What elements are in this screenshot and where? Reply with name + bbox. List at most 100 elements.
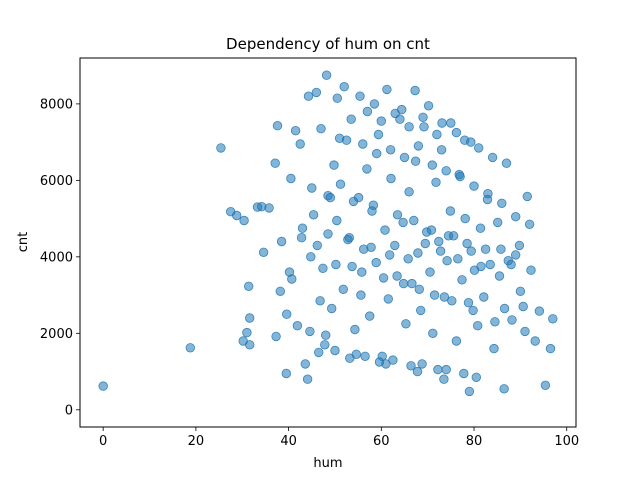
data-point: [511, 211, 521, 222]
data-point: [243, 281, 254, 292]
data-point: [296, 232, 307, 243]
data-point: [290, 125, 301, 136]
data-point: [511, 250, 521, 260]
data-point: [451, 336, 462, 346]
chart-title: Dependency of hum on cnt: [226, 35, 430, 53]
data-point: [471, 372, 482, 383]
data-point: [460, 213, 470, 224]
data-point: [446, 118, 456, 128]
data-point: [242, 327, 252, 338]
data-point: [439, 374, 449, 384]
data-point: [434, 236, 444, 247]
data-point: [295, 139, 305, 149]
data-point: [381, 359, 391, 369]
data-point: [292, 321, 303, 331]
data-point: [311, 87, 322, 98]
data-point: [435, 246, 446, 256]
data-point: [376, 116, 387, 126]
data-point: [459, 368, 469, 379]
data-point: [468, 305, 478, 316]
data-point: [413, 248, 423, 258]
y-axis-title: cnt: [16, 232, 31, 252]
x-tick-label: 20: [188, 434, 205, 449]
data-point: [335, 179, 346, 189]
data-point: [287, 274, 297, 284]
plot-area-frame: [79, 57, 577, 428]
data-point: [347, 261, 357, 272]
data-point: [372, 148, 382, 159]
data-point: [346, 114, 356, 124]
x-tick-label: 0: [99, 434, 107, 449]
data-point: [466, 246, 476, 256]
data-point: [453, 254, 463, 264]
data-point: [545, 343, 556, 354]
data-point: [343, 234, 353, 245]
data-point: [216, 143, 226, 153]
data-point: [418, 112, 428, 123]
data-point: [281, 368, 292, 379]
data-point: [315, 296, 325, 306]
data-point: [497, 198, 507, 209]
data-point: [462, 238, 472, 249]
data-point: [413, 141, 424, 151]
data-point: [540, 380, 551, 391]
data-point: [360, 351, 370, 362]
data-point: [489, 343, 499, 354]
data-point: [520, 326, 530, 337]
data-point: [362, 164, 372, 174]
data-point: [522, 191, 533, 202]
data-point: [185, 343, 196, 353]
data-point: [485, 259, 495, 270]
data-point: [404, 187, 414, 197]
data-point: [514, 240, 525, 251]
data-point: [496, 244, 506, 254]
data-point: [515, 286, 526, 297]
data-point: [325, 192, 336, 203]
data-point: [300, 359, 311, 369]
data-point: [316, 123, 326, 134]
data-point: [275, 286, 286, 297]
data-point: [501, 158, 512, 168]
y-tick-label: 2000: [40, 327, 73, 342]
data-point: [433, 364, 443, 375]
data-point: [426, 225, 437, 235]
data-point: [334, 133, 345, 144]
x-axis-title: hum: [313, 456, 342, 471]
data-point: [305, 326, 315, 337]
data-point: [463, 298, 474, 308]
data-point: [385, 250, 395, 260]
data-point: [356, 290, 366, 300]
data-point: [329, 160, 339, 170]
y-tick-label: 0: [65, 403, 73, 418]
data-point: [369, 99, 380, 109]
data-point: [371, 257, 381, 268]
y-tick-label: 6000: [40, 174, 73, 189]
data-point: [490, 317, 500, 327]
data-point: [398, 217, 408, 228]
data-point: [506, 259, 516, 270]
data-point: [441, 364, 451, 375]
data-point: [373, 129, 384, 140]
data-point: [365, 311, 375, 321]
data-point: [308, 210, 319, 220]
data-point: [303, 91, 314, 101]
data-point: [392, 271, 402, 281]
data-point: [271, 331, 281, 342]
data-point: [321, 330, 331, 340]
data-point: [518, 301, 528, 312]
data-point: [499, 303, 510, 314]
data-point: [314, 347, 324, 358]
data-point: [286, 173, 296, 184]
data-point: [366, 242, 376, 253]
data-point: [331, 259, 341, 270]
data-point: [443, 231, 454, 241]
data-point: [357, 267, 367, 277]
data-point: [407, 278, 417, 289]
data-point: [524, 219, 535, 230]
data-point: [447, 296, 457, 306]
x-tick-label: 80: [466, 434, 483, 449]
data-points: [98, 70, 558, 397]
data-point: [406, 361, 416, 371]
